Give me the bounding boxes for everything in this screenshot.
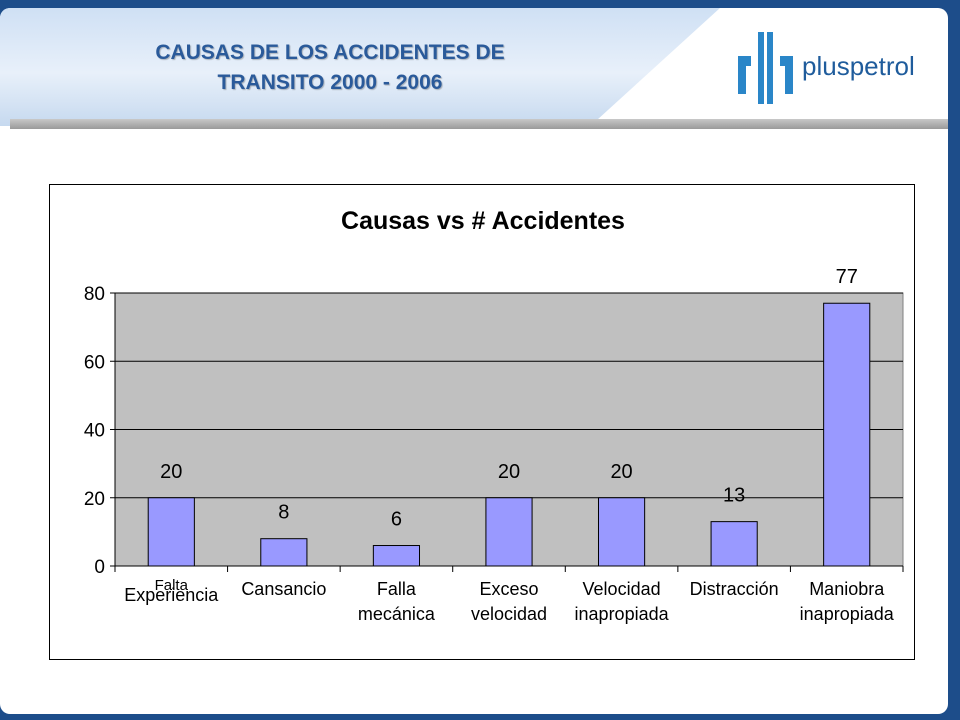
data-label: 8: [278, 502, 289, 524]
chart-title: Causas vs # Accidentes: [341, 207, 625, 235]
x-tick-label: Distracción: [690, 579, 779, 599]
data-label: 20: [498, 461, 520, 483]
x-tick-label: Falla: [377, 579, 417, 599]
x-tick-label: mecánica: [358, 604, 436, 624]
logo-text: pluspetrol: [802, 51, 915, 81]
slide-title: CAUSAS DE LOS ACCIDENTES DE TRANSITO 200…: [70, 38, 590, 98]
slide-title-line2: TRANSITO 2000 - 2006: [217, 71, 443, 94]
bar: [147, 497, 195, 567]
slide-title-line1: CAUSAS DE LOS ACCIDENTES DE: [155, 41, 505, 64]
x-tick-label: inapropiada: [800, 604, 895, 624]
data-label: 20: [610, 461, 632, 483]
x-tick-label: velocidad: [471, 604, 547, 624]
x-tick-label: Maniobra: [809, 579, 885, 599]
x-tick-label: Falta: [155, 577, 189, 594]
y-tick-label: 40: [84, 421, 105, 442]
bar: [372, 545, 421, 567]
chart-container: Causas vs # Accidentes 0 20 40 60 80 20 Falta Ex…: [49, 184, 915, 660]
y-tick-label: 60: [84, 352, 105, 373]
y-tick-label: 0: [94, 557, 105, 578]
x-tick-label: Experiencia: [124, 585, 219, 605]
header-divider: [10, 119, 948, 129]
pluspetrol-logo-icon: [738, 32, 793, 104]
bar: [710, 521, 758, 567]
x-tick-label: inapropiada: [575, 604, 670, 624]
bar-chart: Causas vs # Accidentes02040608020FaltaEx…: [84, 207, 904, 624]
data-label: 20: [160, 461, 182, 483]
x-tick-label: Exceso: [479, 579, 538, 599]
bar: [597, 497, 646, 567]
data-label: 13: [723, 485, 745, 507]
y-tick-label: 80: [84, 284, 105, 305]
slide: CAUSAS DE LOS ACCIDENTES DE TRANSITO 200…: [0, 8, 948, 714]
data-label: 6: [391, 509, 402, 531]
x-tick-label: Velocidad: [583, 579, 661, 599]
bar: [260, 538, 308, 567]
bar: [823, 302, 871, 567]
title-band: [0, 8, 720, 126]
bar: [485, 497, 533, 567]
data-label: 77: [836, 266, 858, 288]
y-tick-label: 20: [84, 489, 105, 510]
x-tick-label: Cansancio: [241, 579, 326, 599]
